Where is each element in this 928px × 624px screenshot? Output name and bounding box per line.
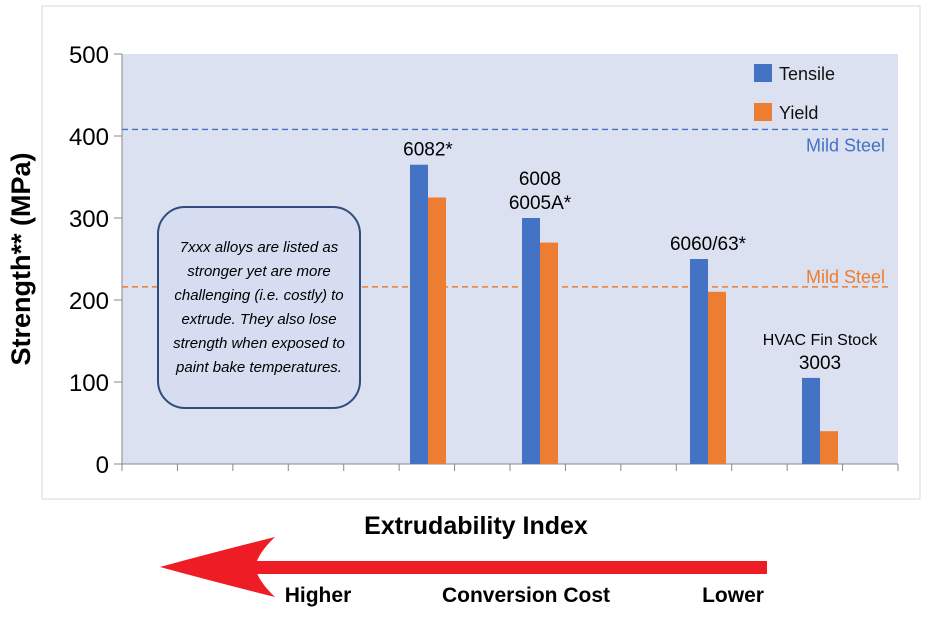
y-tick-label: 200 (69, 288, 109, 315)
bar-group-label-2: 6005A* (509, 193, 572, 214)
bar-group-label-3: 6060/63* (670, 234, 747, 255)
y-tick-label: 500 (69, 42, 109, 69)
bar-yield-1 (428, 197, 446, 464)
legend-label-tensile: Tensile (779, 64, 835, 84)
arrow-shaft (255, 561, 767, 574)
y-tick-label: 400 (69, 124, 109, 151)
bar-yield-2 (540, 242, 558, 464)
reference-label-2: Mild Steel (806, 267, 885, 287)
annotation-text: 7xxx alloys are listed as stronger yet a… (173, 238, 345, 376)
bar-yield-4 (820, 431, 838, 464)
bar-group-label-2: 6008 (519, 169, 561, 190)
legend-swatch-tensile (754, 64, 772, 82)
legend-swatch-yield (754, 103, 772, 121)
bar-tensile-3 (690, 259, 708, 464)
annotation-box: 7xxx alloys are listed as stronger yet a… (157, 206, 361, 409)
legend: Tensile Yield (754, 64, 835, 123)
y-tick-label: 100 (69, 370, 109, 397)
bar-group-label-1: 6082* (403, 140, 453, 161)
bar-group-label-4: HVAC Fin Stock (763, 332, 878, 349)
bar-tensile-1 (410, 164, 428, 464)
bars (410, 164, 838, 464)
y-tick-label: 0 (96, 452, 109, 479)
bar-yield-3 (708, 291, 726, 464)
arrow-head (160, 537, 275, 597)
y-axis-label: Strength** (MPa) (6, 152, 36, 365)
bar-group-label-4: 3003 (799, 353, 841, 374)
conversion-cost-arrow (160, 537, 767, 597)
x-axis-label: Extrudability Index (364, 512, 588, 540)
x-axis (121, 463, 899, 471)
arrow-right-label: Lower (702, 584, 764, 607)
reference-lines: Mild Steel Mild Steel (122, 128, 888, 288)
bar-tensile-2 (522, 218, 540, 464)
arrow-center-label: Conversion Cost (442, 584, 610, 607)
bar-tensile-4 (802, 377, 820, 464)
y-tick-label: 300 (69, 206, 109, 233)
reference-label-1: Mild Steel (806, 135, 885, 155)
y-axis: 0 100 200 300 400 500 (69, 42, 123, 479)
bar-labels: 6082* 6008 6005A* 6060/63* HVAC Fin Stock 300… (403, 140, 878, 374)
legend-label-yield: Yield (779, 103, 818, 123)
arrow-left-label: Higher (285, 584, 352, 607)
